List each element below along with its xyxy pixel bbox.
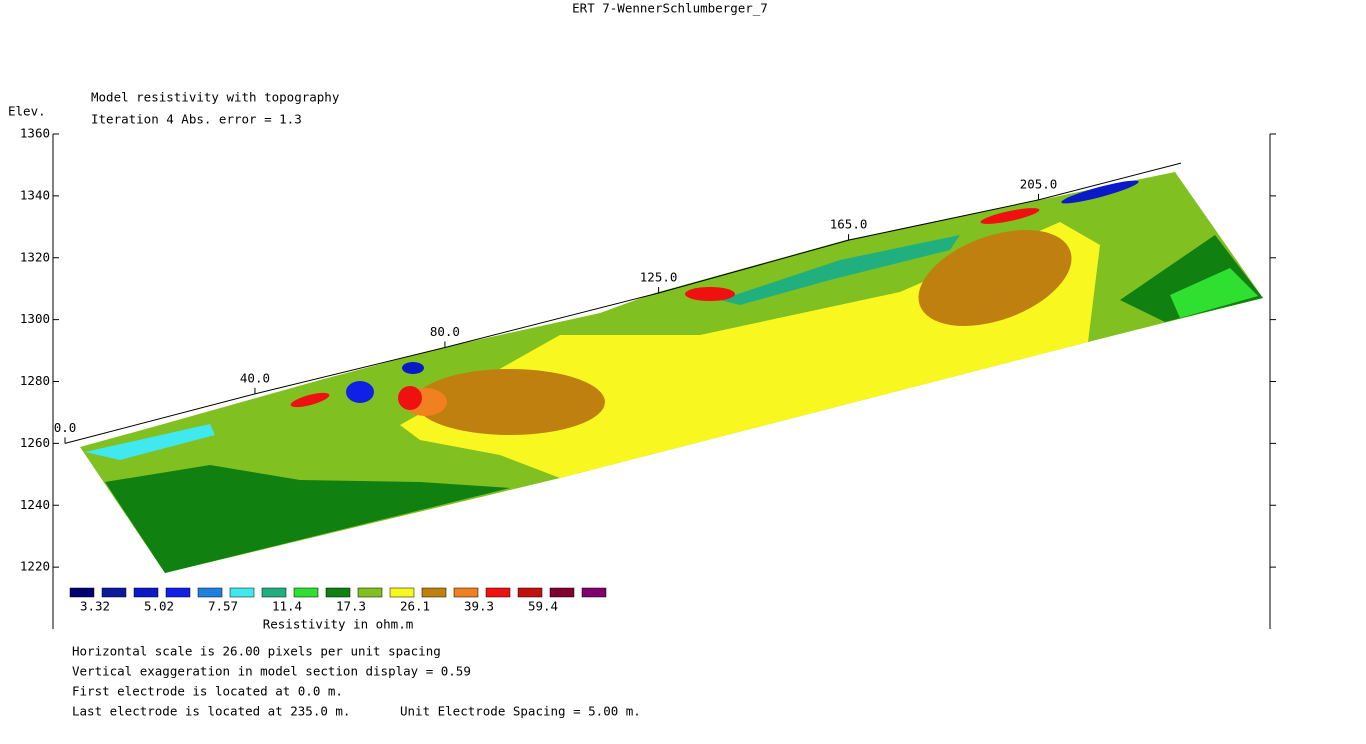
- legend-swatch: [325, 587, 351, 598]
- legend-label: 11.4: [272, 599, 302, 614]
- subtitle: Model resistivity with topography: [91, 90, 340, 105]
- zone: [1170, 268, 1258, 318]
- zone: [720, 235, 960, 305]
- legend-swatch: [261, 587, 287, 598]
- zone: [918, 229, 1072, 327]
- legend-swatch: [357, 587, 383, 598]
- legend-swatch: [69, 587, 95, 598]
- zone: [290, 392, 330, 408]
- iteration: Iteration 4 Abs. error = 1.3: [91, 112, 302, 127]
- legend-label: 3.32: [80, 599, 110, 614]
- note: Last electrode is located at 235.0 m.: [72, 704, 350, 719]
- y-tick-label: 1320: [20, 249, 50, 264]
- y-tick-label: 1220: [20, 559, 50, 574]
- zone: [1061, 180, 1139, 204]
- legend-swatch: [229, 587, 255, 598]
- legend-label: 7.57: [208, 599, 238, 614]
- legend-swatch: [293, 587, 319, 598]
- legend-swatch: [421, 587, 447, 598]
- note: Horizontal scale is 26.00 pixels per uni…: [72, 644, 441, 659]
- legend-swatch: [133, 587, 159, 598]
- y-tick-label: 1240: [20, 497, 50, 512]
- legend-title: Resistivity in ohm.m: [263, 617, 414, 632]
- zone: [398, 386, 422, 410]
- x-tick-label: 0.0: [54, 420, 77, 435]
- y-tick-label: 1360: [20, 126, 50, 141]
- note: Vertical exaggeration in model section d…: [72, 664, 471, 679]
- legend-label: 26.1: [400, 599, 430, 614]
- legend-swatch: [485, 587, 511, 598]
- y-tick-label: 1280: [20, 373, 50, 388]
- x-tick-label: 205.0: [1020, 176, 1058, 191]
- legend-swatch: [165, 587, 191, 598]
- zone: [685, 287, 735, 301]
- legend-swatch: [453, 587, 479, 598]
- legend-swatch: [581, 587, 607, 598]
- legend-label: 17.3: [336, 599, 366, 614]
- x-tick-label: 165.0: [830, 217, 868, 232]
- x-tick-label: 40.0: [240, 370, 270, 385]
- y-tick-label: 1340: [20, 187, 50, 202]
- note: Unit Electrode Spacing = 5.00 m.: [400, 704, 641, 719]
- legend-swatch: [197, 587, 223, 598]
- y-axis-label: Elev.: [8, 104, 46, 119]
- zone: [85, 424, 215, 460]
- legend-label: 5.02: [144, 599, 174, 614]
- legend-swatch: [517, 587, 543, 598]
- note: First electrode is located at 0.0 m.: [72, 684, 343, 699]
- legend-swatch: [549, 587, 575, 598]
- legend-label: 39.3: [464, 599, 494, 614]
- zone: [980, 208, 1040, 224]
- y-tick-label: 1300: [20, 311, 50, 326]
- x-tick-label: 80.0: [430, 324, 460, 339]
- legend-swatch: [389, 587, 415, 598]
- zone: [105, 465, 510, 573]
- chart-title: ERT 7-WennerSchlumberger_7: [572, 1, 768, 16]
- zone: [402, 362, 424, 374]
- y-tick-label: 1260: [20, 435, 50, 450]
- zone: [415, 369, 605, 435]
- legend-label: 59.4: [528, 599, 558, 614]
- legend-swatch: [101, 587, 127, 598]
- zone: [346, 381, 374, 403]
- section: [80, 172, 1263, 573]
- x-tick-label: 125.0: [640, 270, 678, 285]
